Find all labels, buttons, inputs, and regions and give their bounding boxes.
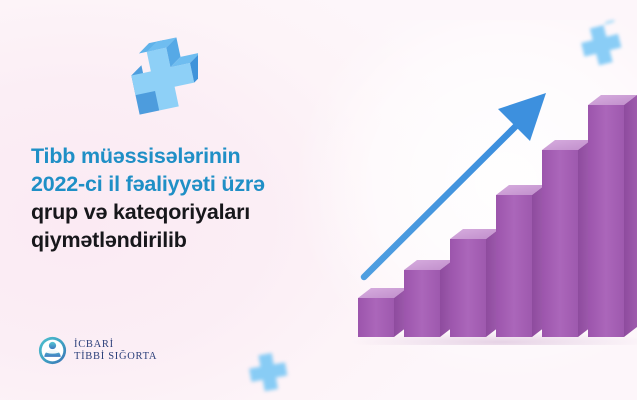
headline: Tibb müəssisələrinin 2022-ci il fəaliyyə… bbox=[31, 142, 361, 254]
headline-line-1: Tibb müəssisələrinin bbox=[31, 144, 241, 168]
plus-icon-bottom bbox=[246, 348, 292, 399]
logo-line-2: TİBBİ SIĞORTA bbox=[74, 350, 158, 362]
chart-bar-3 bbox=[450, 229, 499, 337]
plus-icon-top-right bbox=[578, 18, 626, 73]
bar-chart-render bbox=[350, 93, 637, 345]
chart-bar-4 bbox=[496, 185, 545, 337]
chart-bar-6 bbox=[588, 95, 637, 337]
logo-mark-icon bbox=[38, 336, 67, 365]
logo[interactable]: İCBARİ TİBBİ SIĞORTA bbox=[38, 336, 157, 365]
headline-line-3: qrup və kateqoriyaları bbox=[31, 200, 251, 224]
chart-bar-1 bbox=[358, 288, 407, 337]
plus-icon-large bbox=[118, 36, 205, 121]
chart-bar-2 bbox=[404, 260, 453, 337]
chart-bar-5 bbox=[542, 140, 591, 337]
headline-line-4: qiymətləndirilib bbox=[31, 228, 187, 252]
logo-line-1: İCBARİ bbox=[74, 339, 114, 350]
logo-text: İCBARİ TİBBİ SIĞORTA bbox=[74, 339, 157, 362]
headline-line-2: 2022-ci il fəaliyyəti üzrə bbox=[31, 172, 265, 196]
growth-arrow bbox=[360, 93, 546, 281]
